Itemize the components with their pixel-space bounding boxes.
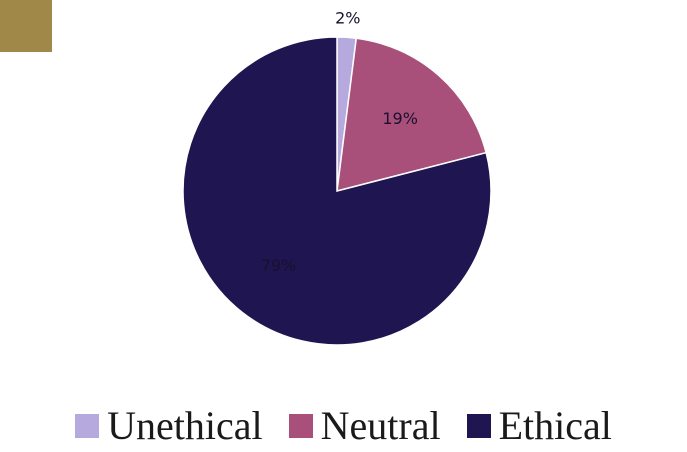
legend-swatch-unethical (75, 414, 100, 438)
legend-item-ethical: Ethical (466, 403, 612, 448)
pie-slice-neutral (336, 37, 488, 193)
legend-swatch-ethical (466, 414, 491, 438)
pie-label-unethical: 2% (335, 8, 360, 27)
legend: Unethical Neutral Ethical (0, 400, 687, 452)
pie-slice-ethical (182, 36, 492, 346)
corner-decoration (0, 0, 52, 52)
pie-slices (182, 36, 492, 346)
legend-label-neutral: Neutral (320, 403, 441, 448)
legend-item-neutral: Neutral (288, 403, 441, 448)
pie-label-neutral: 19% (382, 109, 418, 128)
pie-chart: 2% 19% 79% (182, 8, 492, 346)
legend-item-unethical: Unethical (75, 406, 263, 446)
legend-label-unethical: Unethical (107, 403, 263, 448)
pie-label-ethical: 79% (261, 256, 297, 275)
legend-swatch-neutral (288, 414, 313, 438)
legend-label-ethical: Ethical (498, 403, 612, 448)
pie-data-labels: 2% 19% 79% (261, 8, 418, 275)
